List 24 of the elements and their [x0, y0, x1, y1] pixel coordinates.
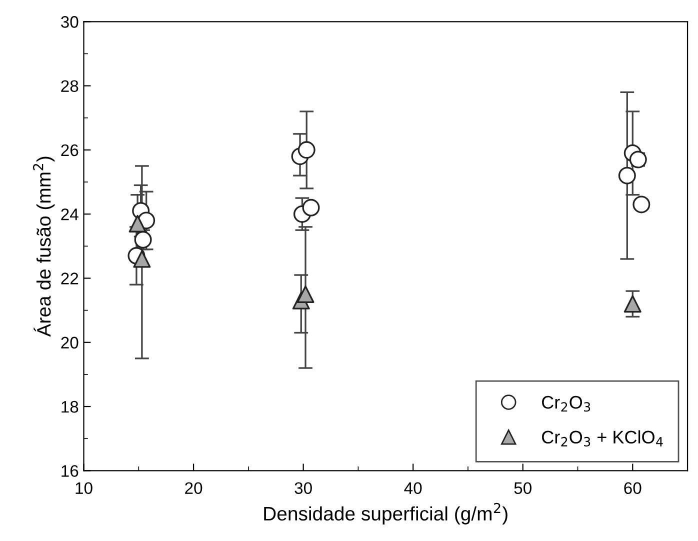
point [618, 166, 636, 184]
x-tick-label: 10 [76, 482, 92, 494]
point [298, 141, 316, 159]
y-tick-label: 26 [61, 144, 78, 156]
point [632, 196, 650, 214]
x-axis-title: Densidade superficial (g/m$^{2}$) [264, 502, 508, 524]
y-axis-title: Área de fusão (mm$^{2}$) [33, 156, 55, 337]
point [296, 286, 314, 304]
x-tick-label: 60 [624, 482, 642, 494]
x-tick-label: 20 [185, 482, 202, 494]
y-tick-label: 28 [61, 80, 78, 92]
legend-label: Cr$_{2}$O$_{3}$ [542, 396, 590, 412]
y-tick-label: 22 [61, 272, 78, 284]
y-tick-label: 20 [61, 336, 78, 349]
y-tick-label: 18 [62, 400, 78, 413]
y-tick-label: 24 [61, 208, 78, 220]
x-tick-label: 40 [404, 482, 422, 494]
x-tick-label: 50 [514, 482, 532, 494]
point [302, 198, 320, 216]
x-tick-label: 30 [294, 482, 312, 494]
y-tick-label: 30 [61, 16, 78, 28]
y-tick-label: 16 [62, 465, 78, 477]
point [624, 295, 642, 313]
legend-label: Cr$_{2}$O$_{3}$ + KClO$_{4}$ [542, 430, 663, 446]
